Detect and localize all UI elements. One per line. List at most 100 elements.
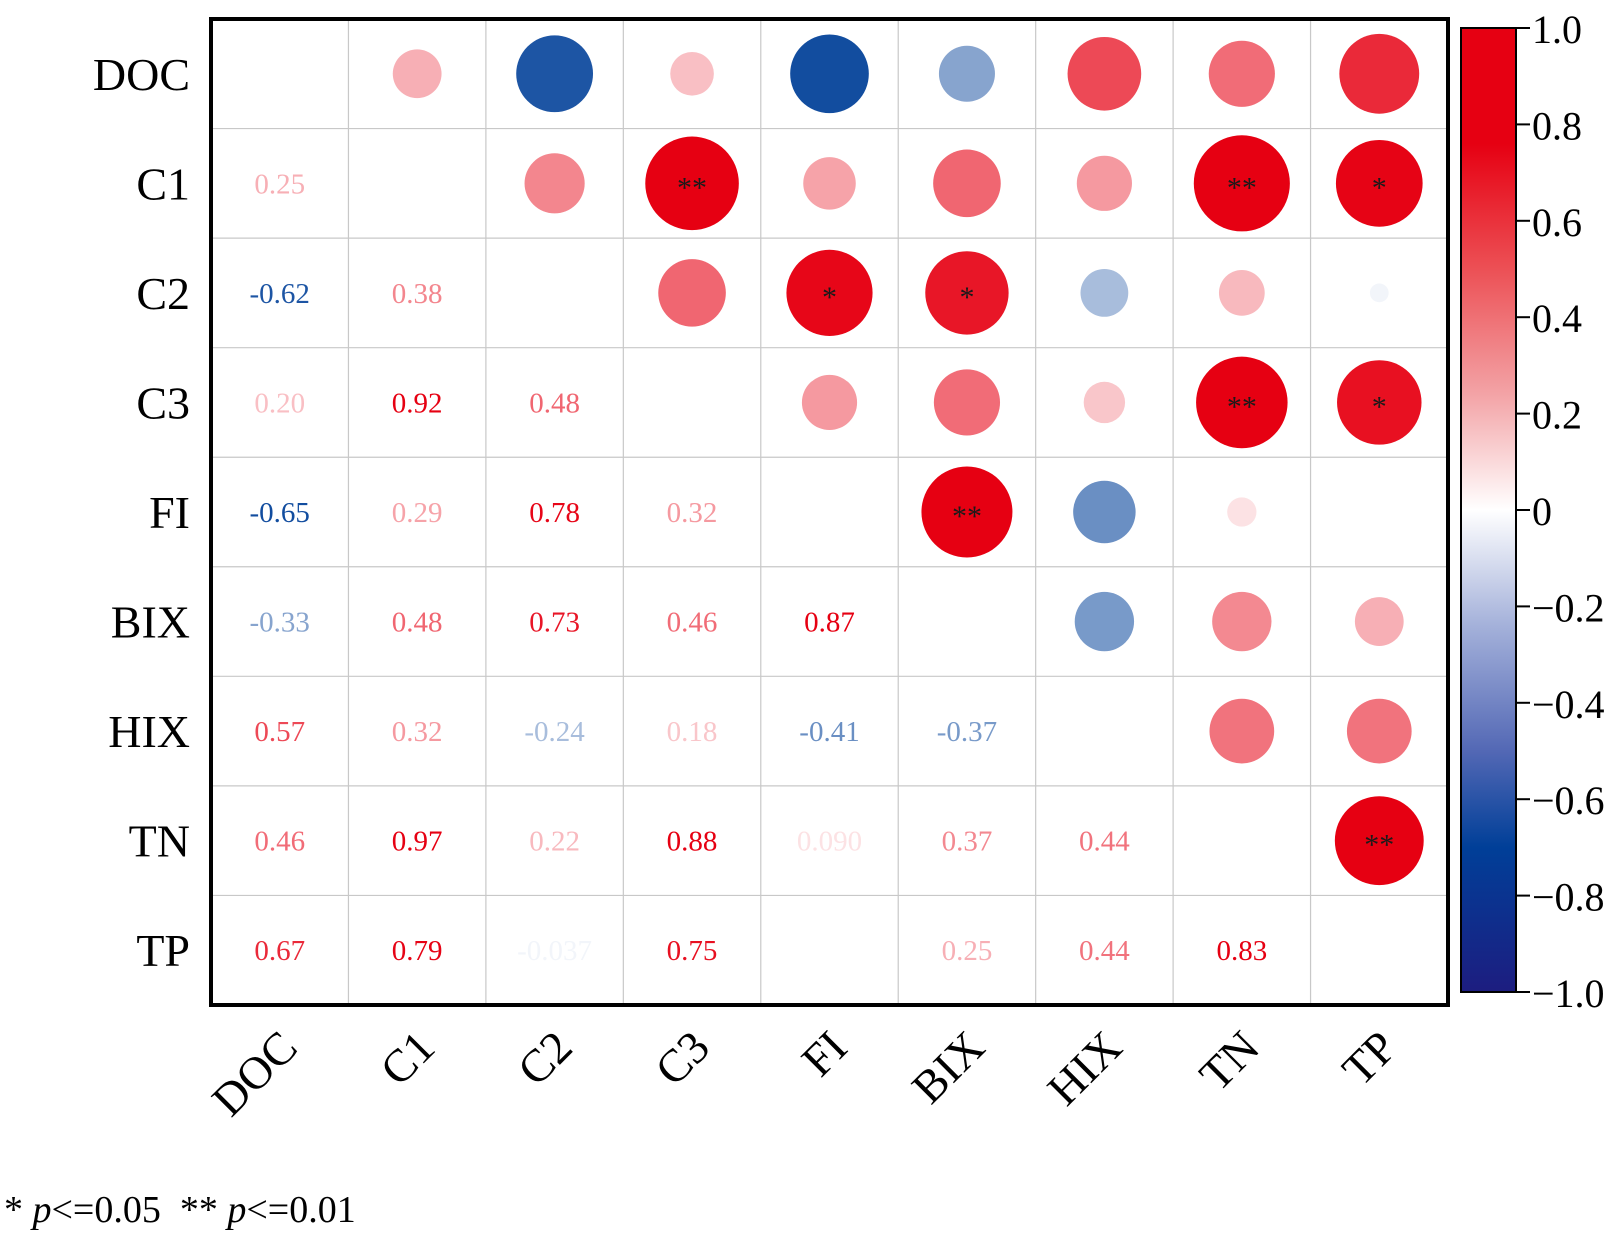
colorbar-gradient — [1460, 27, 1517, 993]
corr-value-label: 0.25 — [254, 168, 305, 200]
colorbar-tick-label: −0.8 — [1532, 875, 1605, 920]
x-tick-label: TP — [1332, 1021, 1406, 1095]
grid-lines — [211, 19, 1448, 1005]
colorbar-tick-label: 0.4 — [1532, 296, 1582, 341]
corr-circle — [1196, 356, 1288, 449]
corr-circle — [645, 136, 739, 231]
y-axis-labels: DOC C1 C2 C3 FI BIX HIX TN TP — [93, 49, 190, 976]
colorbar-tick-label: 0.6 — [1532, 200, 1582, 245]
corr-value-label: 0.97 — [392, 826, 443, 858]
corr-value-label: -0.33 — [250, 607, 310, 639]
corr-value-label: 0.090 — [797, 826, 862, 858]
corr-value-label: 0.46 — [667, 607, 718, 639]
corr-circle — [1080, 268, 1129, 317]
corr-circle — [1334, 796, 1424, 886]
corr-value-label: 0.44 — [1079, 935, 1130, 967]
corr-circle — [801, 374, 858, 431]
significance-mark: ** — [1227, 390, 1257, 423]
x-axis-labels: DOC C1 C2 C3 FI BIX HIX TN TP — [202, 1021, 1406, 1126]
y-tick-label: C3 — [136, 377, 190, 428]
significance-mark: ** — [1227, 171, 1257, 204]
x-tick-label: FI — [792, 1021, 857, 1086]
x-tick-label: HIX — [1038, 1021, 1132, 1115]
corr-value-label: 0.48 — [392, 607, 443, 639]
corr-circle — [1076, 155, 1132, 211]
corr-value-label: 0.44 — [1079, 826, 1130, 858]
corr-circle — [790, 34, 869, 114]
corr-circle — [1074, 591, 1135, 652]
corr-circle — [803, 157, 856, 210]
colorbar-tick-label: −1.0 — [1532, 971, 1605, 1016]
x-tick-label: C2 — [508, 1021, 582, 1095]
colorbar-tick-label: −0.2 — [1532, 585, 1605, 630]
significance-mark: * — [1372, 171, 1387, 204]
colorbar: 1.0 0.8 0.6 0.4 0.2 0 −0.2 −0.4 −0.6 −0.8 −1.0 — [1460, 7, 1605, 1016]
corr-value-label: 0.88 — [667, 826, 718, 858]
significance-mark: ** — [952, 500, 982, 533]
y-tick-label: BIX — [111, 597, 190, 648]
corr-value-label: 0.38 — [392, 278, 443, 310]
corr-value-label: -0.037 — [517, 935, 592, 967]
corr-circle — [524, 153, 585, 214]
corr-value-label: 0.83 — [1216, 935, 1267, 967]
corr-circle — [921, 466, 1013, 558]
corr-value-label: 0.75 — [667, 935, 718, 967]
x-tick-label: C1 — [370, 1021, 444, 1095]
footnote-t1: <=0.05 ** — [51, 1189, 228, 1231]
corr-value-label: 0.87 — [804, 607, 855, 639]
corr-value-label: 0.73 — [529, 607, 580, 639]
corr-value-label: 0.78 — [529, 497, 580, 529]
corr-circle — [1337, 360, 1422, 445]
y-tick-label: C2 — [136, 268, 190, 319]
corr-circle — [1339, 33, 1420, 114]
corr-value-label: 0.32 — [667, 497, 718, 529]
footnote-t2: <=0.01 — [246, 1189, 356, 1231]
y-tick-label: HIX — [108, 706, 190, 757]
significance-footnote: * p<=0.05 ** p<=0.01 — [4, 1188, 356, 1232]
x-tick-label: BIX — [902, 1021, 994, 1113]
corr-circle — [392, 49, 442, 99]
corr-circle — [925, 251, 1009, 335]
corr-circle — [516, 35, 594, 113]
corr-circle — [1193, 135, 1290, 232]
corr-circle — [1212, 591, 1272, 652]
corr-circle — [786, 249, 873, 336]
corr-value-label: -0.24 — [524, 716, 585, 748]
corr-circle — [1218, 270, 1265, 316]
footnote-star1: * — [4, 1189, 33, 1231]
corr-value-label: 0.20 — [254, 387, 305, 419]
corr-value-label: 0.46 — [254, 826, 305, 858]
corr-circle — [1354, 597, 1404, 646]
corr-value-label: 0.57 — [254, 716, 305, 748]
corr-circle — [1073, 480, 1136, 544]
y-tick-label: TP — [136, 925, 190, 976]
corr-value-label: 0.67 — [254, 935, 305, 967]
y-tick-label: FI — [149, 487, 190, 538]
y-tick-label: TN — [129, 816, 190, 867]
corr-value-label: 0.25 — [942, 935, 993, 967]
significance-mark: * — [822, 281, 837, 314]
corr-value-label: -0.37 — [937, 716, 997, 748]
corr-value-label: -0.62 — [250, 278, 310, 310]
corr-circle — [1209, 698, 1275, 764]
corr-value-label: 0.92 — [392, 387, 443, 419]
footnote-p1: p — [32, 1189, 52, 1231]
significance-mark: ** — [1364, 829, 1394, 862]
corr-value-label: 0.22 — [529, 826, 580, 858]
corr-circle — [1369, 283, 1389, 303]
x-tick-label: C3 — [645, 1021, 719, 1095]
corr-value-label: 0.18 — [667, 716, 718, 748]
corr-circle — [658, 259, 726, 327]
corr-circle — [1208, 40, 1275, 107]
colorbar-tick-label: 0 — [1532, 489, 1552, 534]
x-tick-label: TN — [1189, 1021, 1268, 1100]
corr-value-label: -0.41 — [799, 716, 859, 748]
corr-value-label: 0.37 — [942, 826, 993, 858]
colorbar-ticks: 1.0 0.8 0.6 0.4 0.2 0 −0.2 −0.4 −0.6 −0.8 −1.0 — [1516, 7, 1605, 1016]
corr-circle — [1335, 139, 1423, 227]
significance-mark: * — [959, 281, 974, 314]
colorbar-tick-label: 0.8 — [1532, 103, 1582, 148]
corr-circle — [938, 45, 995, 102]
colorbar-tick-label: 1.0 — [1532, 7, 1582, 52]
